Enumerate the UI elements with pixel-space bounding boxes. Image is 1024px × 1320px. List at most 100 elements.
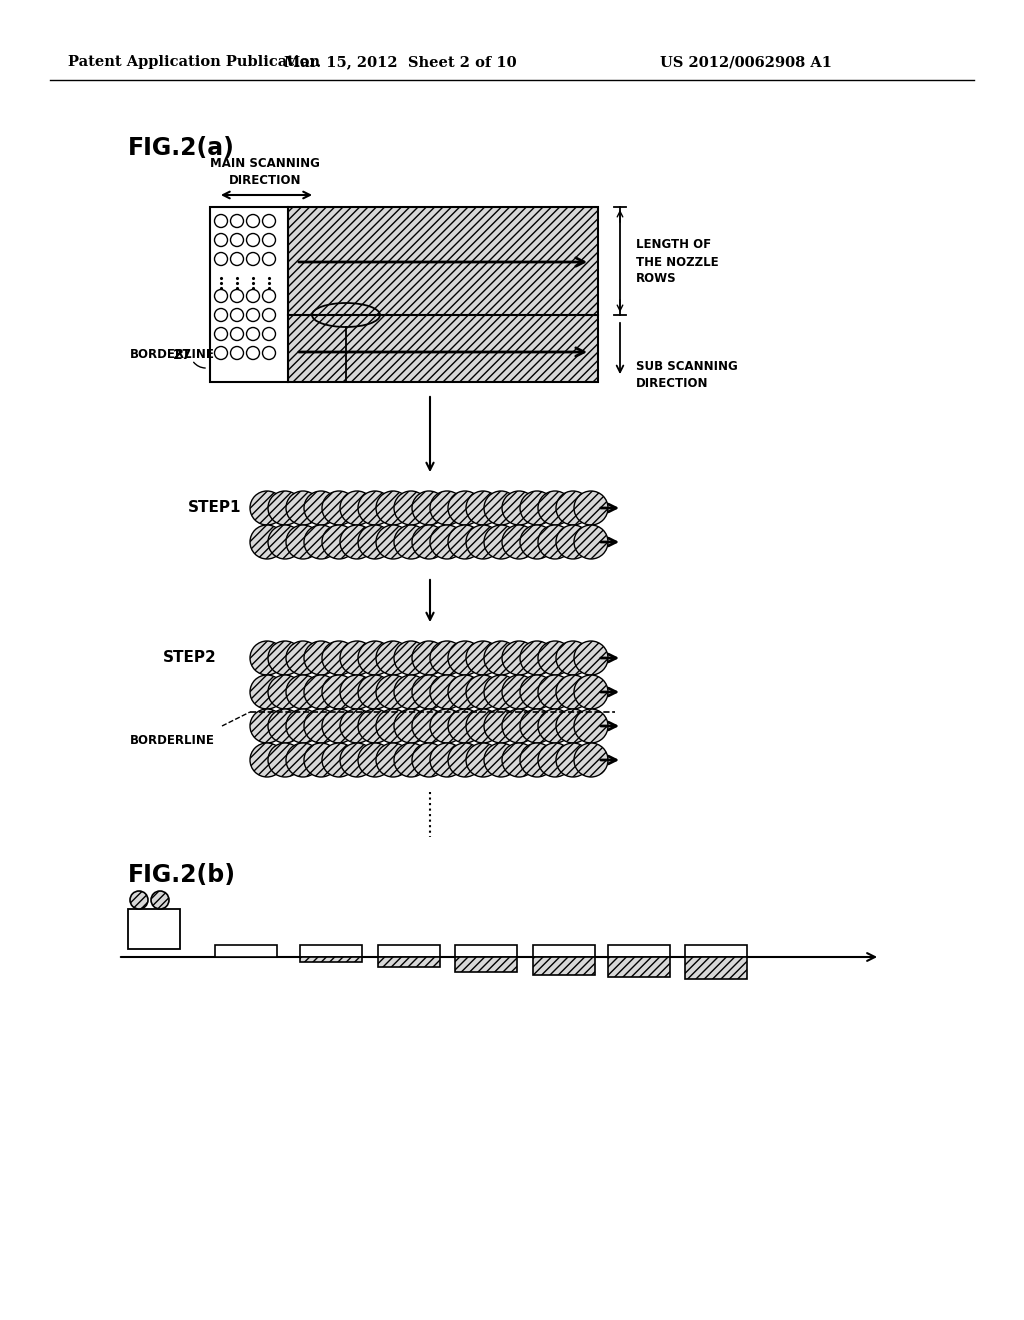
Text: BORDERLINE: BORDERLINE: [130, 734, 215, 747]
Ellipse shape: [449, 525, 482, 558]
Circle shape: [214, 309, 227, 322]
Ellipse shape: [430, 743, 464, 777]
Ellipse shape: [574, 491, 608, 525]
Ellipse shape: [574, 743, 608, 777]
Ellipse shape: [449, 743, 482, 777]
Ellipse shape: [412, 642, 446, 675]
Ellipse shape: [502, 675, 536, 709]
Circle shape: [247, 327, 259, 341]
Ellipse shape: [484, 743, 518, 777]
Ellipse shape: [412, 675, 446, 709]
Ellipse shape: [430, 675, 464, 709]
Bar: [608, 957, 670, 977]
Ellipse shape: [484, 525, 518, 558]
Ellipse shape: [358, 743, 392, 777]
Ellipse shape: [286, 642, 319, 675]
Ellipse shape: [430, 525, 464, 558]
Ellipse shape: [250, 491, 284, 525]
Circle shape: [247, 252, 259, 265]
Text: 27: 27: [173, 348, 193, 362]
Ellipse shape: [394, 642, 428, 675]
Ellipse shape: [250, 675, 284, 709]
Ellipse shape: [466, 675, 500, 709]
Ellipse shape: [412, 709, 446, 743]
Ellipse shape: [322, 525, 356, 558]
Ellipse shape: [520, 491, 554, 525]
Ellipse shape: [556, 642, 590, 675]
Ellipse shape: [412, 743, 446, 777]
Text: MAIN SCANNING
DIRECTION: MAIN SCANNING DIRECTION: [210, 157, 319, 187]
Ellipse shape: [520, 642, 554, 675]
Text: FIG.2(b): FIG.2(b): [128, 863, 236, 887]
Ellipse shape: [556, 743, 590, 777]
Bar: [685, 945, 746, 957]
Ellipse shape: [250, 709, 284, 743]
Text: STEP1: STEP1: [188, 500, 242, 516]
Ellipse shape: [484, 709, 518, 743]
Ellipse shape: [376, 491, 410, 525]
Ellipse shape: [130, 891, 148, 909]
Circle shape: [247, 214, 259, 227]
Ellipse shape: [286, 525, 319, 558]
Ellipse shape: [376, 709, 410, 743]
Text: Patent Application Publication: Patent Application Publication: [68, 55, 319, 69]
Ellipse shape: [574, 525, 608, 558]
Ellipse shape: [449, 709, 482, 743]
Ellipse shape: [394, 675, 428, 709]
Circle shape: [230, 346, 244, 359]
Ellipse shape: [430, 642, 464, 675]
Ellipse shape: [538, 743, 572, 777]
Circle shape: [262, 214, 275, 227]
Ellipse shape: [538, 491, 572, 525]
Ellipse shape: [538, 642, 572, 675]
Ellipse shape: [430, 491, 464, 525]
Ellipse shape: [556, 525, 590, 558]
Ellipse shape: [304, 675, 338, 709]
Ellipse shape: [502, 525, 536, 558]
Circle shape: [247, 309, 259, 322]
Ellipse shape: [376, 675, 410, 709]
Ellipse shape: [376, 743, 410, 777]
Text: SUB SCANNING
DIRECTION: SUB SCANNING DIRECTION: [636, 360, 737, 389]
Bar: [300, 945, 362, 957]
Ellipse shape: [322, 743, 356, 777]
Circle shape: [214, 214, 227, 227]
Ellipse shape: [394, 743, 428, 777]
Ellipse shape: [556, 491, 590, 525]
Ellipse shape: [340, 743, 374, 777]
Ellipse shape: [304, 642, 338, 675]
Ellipse shape: [556, 709, 590, 743]
Ellipse shape: [466, 743, 500, 777]
Bar: [455, 945, 517, 957]
Ellipse shape: [322, 709, 356, 743]
Ellipse shape: [574, 709, 608, 743]
Ellipse shape: [538, 525, 572, 558]
Ellipse shape: [394, 525, 428, 558]
Ellipse shape: [304, 491, 338, 525]
Bar: [210, 207, 288, 381]
Circle shape: [262, 327, 275, 341]
Ellipse shape: [268, 525, 302, 558]
Ellipse shape: [358, 642, 392, 675]
Text: US 2012/0062908 A1: US 2012/0062908 A1: [660, 55, 831, 69]
Ellipse shape: [412, 525, 446, 558]
Ellipse shape: [322, 675, 356, 709]
Ellipse shape: [502, 642, 536, 675]
Ellipse shape: [466, 525, 500, 558]
Ellipse shape: [268, 675, 302, 709]
Circle shape: [230, 289, 244, 302]
Circle shape: [230, 214, 244, 227]
Ellipse shape: [340, 491, 374, 525]
Bar: [534, 945, 595, 957]
Circle shape: [262, 309, 275, 322]
Ellipse shape: [502, 491, 536, 525]
Circle shape: [247, 289, 259, 302]
Bar: [455, 957, 517, 972]
Ellipse shape: [286, 675, 319, 709]
Circle shape: [262, 289, 275, 302]
Ellipse shape: [466, 491, 500, 525]
Circle shape: [214, 346, 227, 359]
Circle shape: [230, 327, 244, 341]
Bar: [300, 957, 362, 962]
Ellipse shape: [250, 642, 284, 675]
